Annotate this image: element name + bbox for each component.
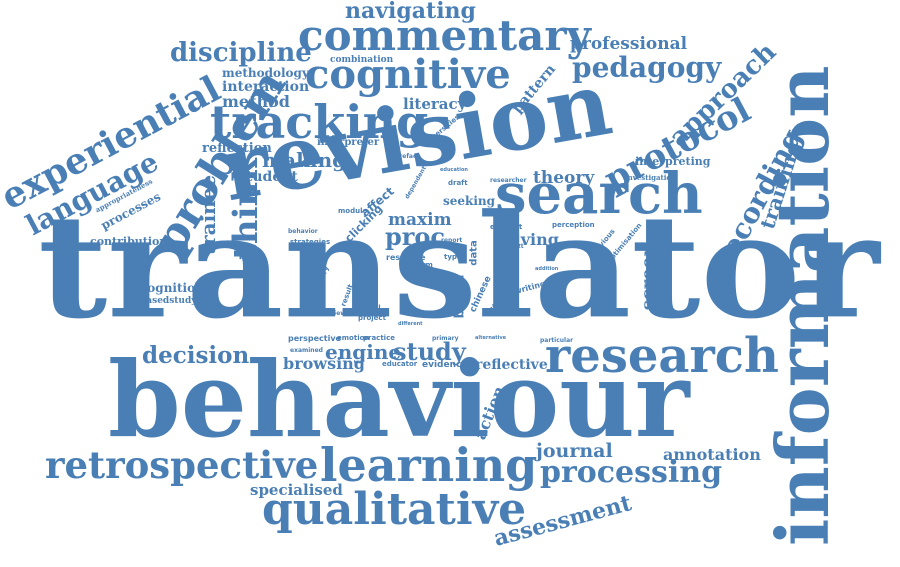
word-learning: learning [320, 438, 538, 492]
word-research: research [545, 328, 779, 384]
word-interview: interview [314, 310, 346, 317]
word-annotation: annotation [663, 445, 761, 464]
word-methodology: methodology [222, 66, 309, 80]
word-interaction: interaction [222, 79, 310, 95]
word-practice: practice [363, 334, 395, 342]
word-contribution: contribution [90, 235, 168, 248]
word-based: based [452, 274, 468, 319]
word-browsing: browsing [283, 354, 365, 373]
word-context: context [498, 243, 524, 250]
word-examined: examined [290, 347, 323, 354]
word-strategies: strategies [290, 238, 331, 246]
word-journal: journal [536, 440, 613, 462]
word-search: search [495, 161, 703, 227]
word-resource: resource [386, 253, 426, 262]
word-tracking: tracking [210, 95, 429, 149]
word-reflective: reflective [475, 357, 548, 373]
word-engine: engine [325, 340, 402, 364]
word-solving: solving [495, 230, 559, 249]
word-commentary: commentary [298, 11, 591, 60]
word-report: report [441, 237, 463, 244]
word-study: study [393, 337, 466, 366]
word-particular: particular [540, 337, 574, 344]
word-specialised: specialised [250, 481, 343, 499]
word-preface: preface [395, 153, 421, 160]
word-social: social [358, 304, 381, 312]
word-investigation: investigation [625, 173, 677, 182]
word-discipline: discipline [170, 38, 312, 68]
word-method: method [222, 92, 290, 111]
word-qualitative: qualitative [262, 484, 527, 535]
word-education: education [440, 167, 468, 173]
word-pedagogy: pedagogy [572, 51, 722, 84]
word-navigating: navigating [345, 0, 476, 24]
word-draft: draft [448, 179, 468, 187]
word-researcher: researcher [490, 177, 527, 184]
word-literacy: literacy [403, 95, 467, 113]
word-data: data [468, 240, 480, 266]
word-trainee: trainee [196, 174, 221, 256]
word-seeking: seeking [443, 194, 496, 208]
word-basedstudy: basedstudy [140, 296, 197, 306]
word-cognition: cognition [140, 281, 204, 295]
word-primary: primary [432, 335, 459, 342]
word-processing: processing [540, 455, 723, 490]
word-educator: educator [382, 360, 418, 368]
word-type: type [444, 253, 462, 261]
word-project: project [358, 314, 386, 322]
word-making: making [262, 148, 347, 172]
word-translator: translator [38, 183, 880, 351]
word-maxim: maxim [388, 210, 452, 230]
word-interpreter: interpreter [317, 137, 380, 148]
word-retrospective: retrospective [45, 443, 319, 487]
word-behavior: behavior [288, 228, 318, 235]
word-module: module [338, 207, 368, 215]
word-term: term [414, 261, 433, 269]
word-behaviour: behaviour [108, 338, 690, 461]
word-different: different [398, 321, 423, 327]
word-screen: screen [637, 243, 659, 311]
word-theory: theory [533, 168, 595, 188]
word-professional: professional [570, 34, 688, 54]
word-emotion: emotion [337, 334, 370, 342]
word-combination: combination [330, 55, 394, 65]
word-evidence: evidence [422, 360, 468, 370]
word-student: student [238, 169, 298, 185]
word-addition: addition [535, 266, 559, 272]
word-perception: perception [552, 221, 595, 229]
word-decision: decision [142, 342, 250, 369]
word-information: information [760, 65, 845, 546]
word-art: art [423, 269, 437, 278]
word-reflection: reflection [202, 141, 272, 156]
word-interpreting: interpreting [635, 155, 711, 168]
word-proc: proc [385, 222, 446, 251]
word-element: element [490, 223, 523, 231]
word-perspective: perspective [288, 334, 341, 343]
word-cognitive: cognitive [305, 51, 511, 98]
word-alternative: alternative [475, 335, 507, 341]
